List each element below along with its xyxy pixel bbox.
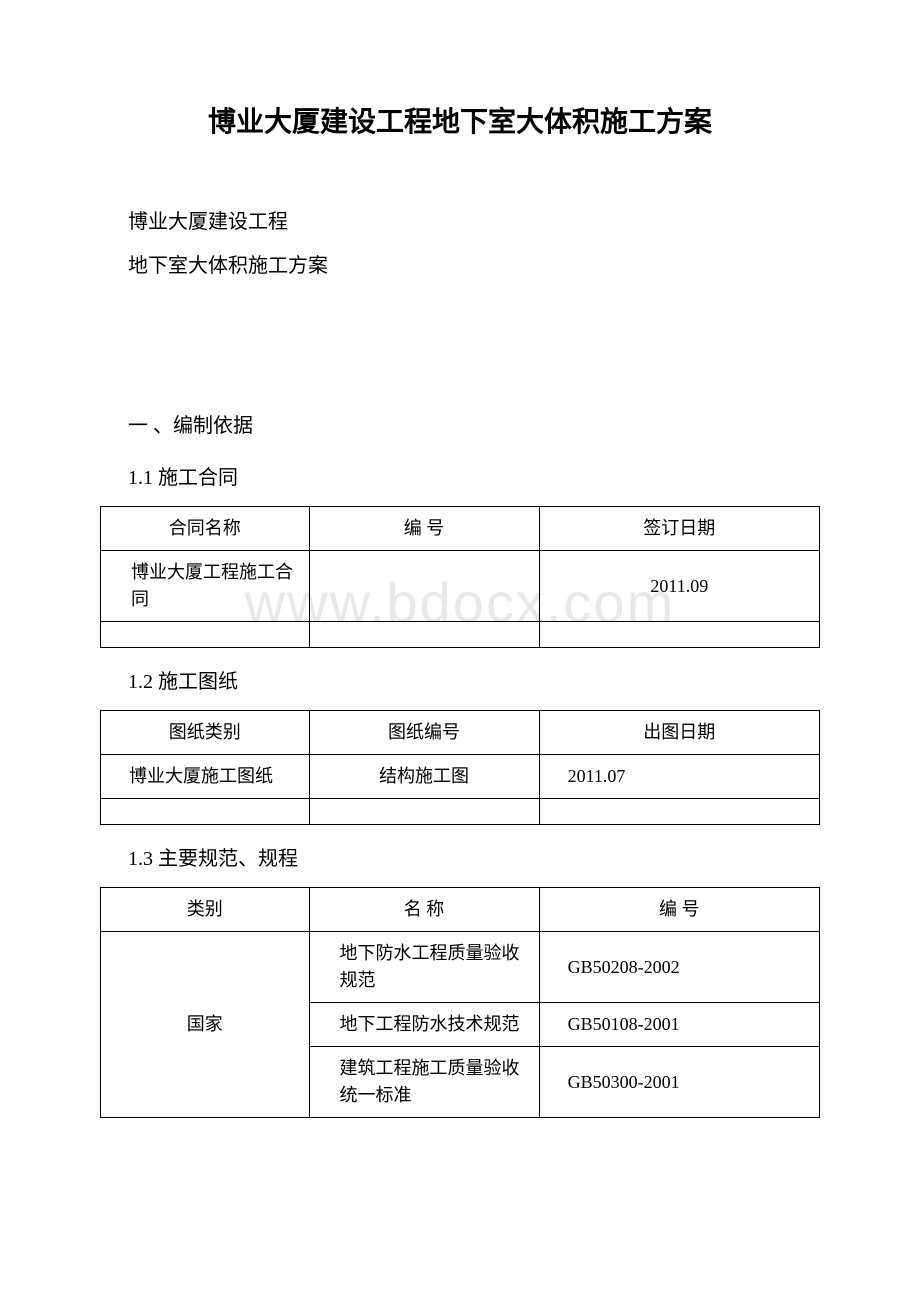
table-cell: 博业大厦工程施工合同 [101, 551, 310, 622]
table-cell [309, 799, 539, 825]
table-header-cell: 类别 [101, 888, 310, 932]
table-cell: 博业大厦施工图纸 [101, 755, 310, 799]
document-title: 博业大厦建设工程地下室大体积施工方案 [100, 100, 820, 140]
table-header-cell: 合同名称 [101, 507, 310, 551]
table-cell-category: 国家 [101, 932, 310, 1118]
table-cell [539, 799, 819, 825]
table-row: 合同名称 编 号 签订日期 [101, 507, 820, 551]
table-header-cell: 图纸类别 [101, 711, 310, 755]
subsection-1-2-heading: 1.2 施工图纸 [128, 664, 820, 700]
table-cell: 结构施工图 [309, 755, 539, 799]
subsection-1-3-heading: 1.3 主要规范、规程 [128, 841, 820, 877]
table-header-cell: 编 号 [539, 888, 819, 932]
table-contract: 合同名称 编 号 签订日期 博业大厦工程施工合同 2011.09 [100, 506, 820, 648]
table-cell [309, 622, 539, 648]
table-drawings: 图纸类别 图纸编号 出图日期 博业大厦施工图纸 结构施工图 2011.07 [100, 710, 820, 825]
table-header-cell: 签订日期 [539, 507, 819, 551]
table-cell [101, 799, 310, 825]
table-cell: 建筑工程施工质量验收统一标准 [309, 1047, 539, 1118]
table-row [101, 622, 820, 648]
table-header-cell: 出图日期 [539, 711, 819, 755]
table-header-cell: 名 称 [309, 888, 539, 932]
subtitle-block: 博业大厦建设工程 地下室大体积施工方案 [128, 200, 820, 288]
table-row: 类别 名 称 编 号 [101, 888, 820, 932]
table-cell: GB50108-2001 [539, 1003, 819, 1047]
table-cell: 2011.09 [539, 551, 819, 622]
table-standards: 类别 名 称 编 号 国家 地下防水工程质量验收规范 GB50208-2002 … [100, 887, 820, 1118]
section-1-heading: 一 、编制依据 [128, 408, 820, 444]
table-header-cell: 编 号 [309, 507, 539, 551]
table-header-cell: 图纸编号 [309, 711, 539, 755]
table-cell [101, 622, 310, 648]
subsection-1-1-heading: 1.1 施工合同 [128, 460, 820, 496]
table-row: 图纸类别 图纸编号 出图日期 [101, 711, 820, 755]
table-cell: 地下工程防水技术规范 [309, 1003, 539, 1047]
table-cell: GB50208-2002 [539, 932, 819, 1003]
subtitle-line-1: 博业大厦建设工程 [128, 200, 820, 244]
table-row [101, 799, 820, 825]
table-row: 国家 地下防水工程质量验收规范 GB50208-2002 [101, 932, 820, 1003]
document-content: 博业大厦建设工程地下室大体积施工方案 博业大厦建设工程 地下室大体积施工方案 一… [100, 100, 820, 1118]
table-cell: 地下防水工程质量验收规范 [309, 932, 539, 1003]
table-row: 博业大厦工程施工合同 2011.09 [101, 551, 820, 622]
table-row: 博业大厦施工图纸 结构施工图 2011.07 [101, 755, 820, 799]
subtitle-line-2: 地下室大体积施工方案 [128, 244, 820, 288]
table-cell [309, 551, 539, 622]
table-cell: 2011.07 [539, 755, 819, 799]
table-cell: GB50300-2001 [539, 1047, 819, 1118]
table-cell [539, 622, 819, 648]
